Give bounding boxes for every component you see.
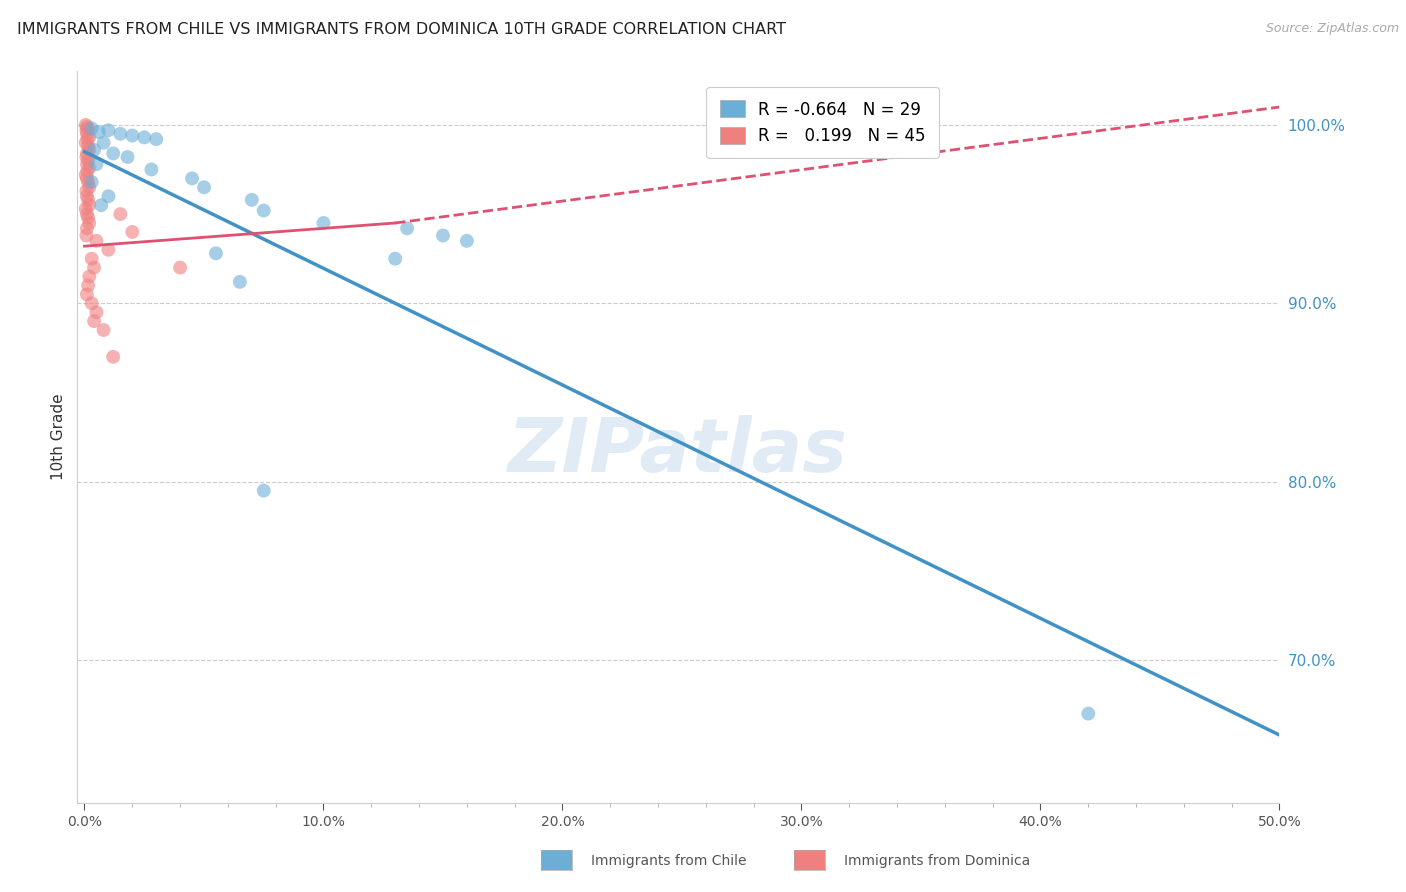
Point <box>97 243 120 257</box>
Point <box>1077 706 1099 721</box>
Point <box>101 350 124 364</box>
Point <box>432 228 454 243</box>
Point <box>76 189 98 203</box>
Point <box>253 203 276 218</box>
Point <box>205 246 228 260</box>
Point <box>77 216 100 230</box>
Point <box>80 121 103 136</box>
Point <box>76 132 98 146</box>
Point <box>240 193 263 207</box>
Point <box>83 314 105 328</box>
Point <box>396 221 419 235</box>
Point <box>101 146 124 161</box>
Point <box>93 136 115 150</box>
Point <box>77 175 100 189</box>
Point <box>253 483 276 498</box>
Point <box>384 252 406 266</box>
Point <box>76 120 98 134</box>
Point <box>75 202 97 216</box>
Point <box>229 275 252 289</box>
Point <box>87 125 110 139</box>
Point <box>76 157 98 171</box>
Point <box>76 146 98 161</box>
Point <box>86 234 108 248</box>
Point <box>134 130 156 145</box>
Text: ZIPatlas: ZIPatlas <box>509 415 848 488</box>
Point <box>312 216 335 230</box>
Point <box>75 150 97 164</box>
Point <box>121 128 143 143</box>
Point <box>76 127 98 141</box>
Point <box>83 260 105 275</box>
Point <box>110 207 132 221</box>
Point <box>169 260 191 275</box>
Point <box>77 130 100 145</box>
Point <box>76 164 98 178</box>
Text: IMMIGRANTS FROM CHILE VS IMMIGRANTS FROM DOMINICA 10TH GRADE CORRELATION CHART: IMMIGRANTS FROM CHILE VS IMMIGRANTS FROM… <box>17 22 786 37</box>
Point <box>77 269 100 284</box>
Point <box>86 305 108 319</box>
Point <box>193 180 215 194</box>
Point <box>83 143 105 157</box>
Point <box>181 171 204 186</box>
Point <box>76 171 98 186</box>
Legend: R = -0.664   N = 29, R =   0.199   N = 45: R = -0.664 N = 29, R = 0.199 N = 45 <box>706 87 939 159</box>
Point <box>121 225 143 239</box>
Point <box>90 198 112 212</box>
Point <box>86 157 108 171</box>
Text: Source: ZipAtlas.com: Source: ZipAtlas.com <box>1265 22 1399 36</box>
Point <box>77 211 100 225</box>
Point <box>141 162 163 177</box>
Text: Immigrants from Dominica: Immigrants from Dominica <box>844 854 1029 868</box>
Point <box>80 296 103 310</box>
Point <box>75 136 97 150</box>
Point <box>117 150 139 164</box>
Point <box>75 118 97 132</box>
Text: Immigrants from Chile: Immigrants from Chile <box>591 854 747 868</box>
Point <box>93 323 115 337</box>
Point <box>97 189 120 203</box>
Point <box>77 161 100 175</box>
Point <box>75 228 97 243</box>
Point <box>75 184 97 198</box>
Point <box>76 221 98 235</box>
Point <box>77 180 100 194</box>
Point <box>76 287 98 301</box>
Point <box>75 168 97 182</box>
Point <box>75 123 97 137</box>
Point <box>80 175 103 189</box>
Point <box>77 153 100 168</box>
Point <box>77 193 100 207</box>
Y-axis label: 10th Grade: 10th Grade <box>51 393 66 481</box>
Point <box>77 139 100 153</box>
Point <box>77 121 100 136</box>
Point <box>145 132 167 146</box>
Point <box>77 198 100 212</box>
Point <box>77 278 100 293</box>
Point <box>110 127 132 141</box>
Point <box>80 252 103 266</box>
Point <box>76 207 98 221</box>
Point <box>77 143 100 157</box>
Point <box>97 123 120 137</box>
Point <box>456 234 478 248</box>
